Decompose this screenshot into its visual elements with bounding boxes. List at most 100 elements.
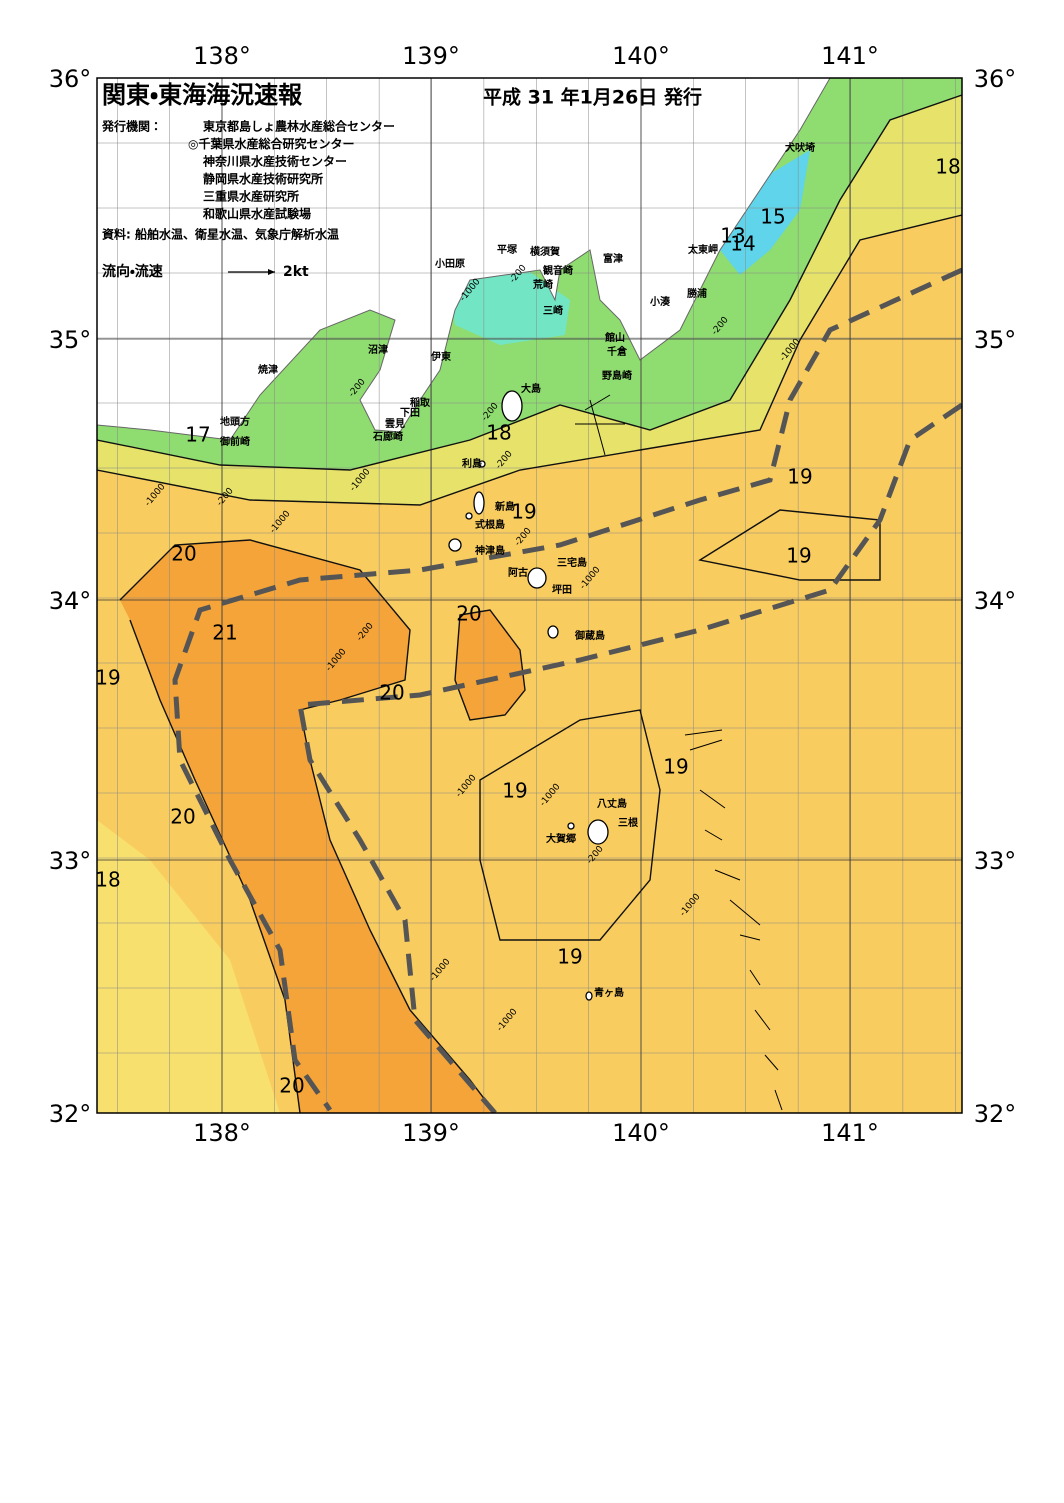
isotherm-label: 14 <box>730 232 755 256</box>
place-name: 太東岬 <box>687 243 718 256</box>
latitude-label: 32° <box>974 1100 1017 1128</box>
place-name: 稲取 <box>410 396 431 409</box>
latitude-label: 34° <box>974 587 1017 615</box>
isotherm-label: 19 <box>557 945 582 969</box>
current-vector <box>774 1089 783 1111</box>
place-name: 利島 <box>462 457 482 470</box>
agency: 静岡県水産技術研究所 <box>203 171 323 186</box>
sagami-cold <box>450 265 570 345</box>
place-name: 伊東 <box>430 350 451 363</box>
place-name: 石廊崎 <box>372 430 403 443</box>
place-name: 富津 <box>603 252 623 265</box>
current-vector <box>689 739 723 751</box>
isotherm-label: 15 <box>760 205 785 229</box>
islands <box>448 390 609 1001</box>
place-name: 八丈島 <box>597 797 627 810</box>
longitude-label: 140° <box>612 42 670 70</box>
place-name: 大賀郷 <box>546 832 576 845</box>
longitude-label: 139° <box>402 42 460 70</box>
place-name: 野島崎 <box>602 369 632 382</box>
kuroshio-axis <box>172 267 962 1113</box>
current-vector <box>739 934 761 941</box>
legend-label: 流向・流速 <box>102 263 163 280</box>
warm-eddy <box>455 610 525 720</box>
place-name: 横須賀 <box>530 245 560 258</box>
agency: 東京都島しょ農林水産総合センター <box>203 119 395 134</box>
cool-water <box>97 820 280 1113</box>
current-vector <box>749 969 761 986</box>
place-name: 地頭方 <box>220 415 250 428</box>
isotherm-label: 19 <box>511 500 536 524</box>
latitude-label: 35° <box>49 326 92 354</box>
isotherm-label: 20 <box>279 1074 304 1098</box>
place-name: 新島 <box>494 500 515 513</box>
isotherm-label: 20 <box>171 542 196 566</box>
place-name: 犬吠埼 <box>785 141 815 154</box>
place-name: 神津島 <box>474 544 505 557</box>
isotherm-label: 20 <box>379 681 404 705</box>
current-vector <box>704 829 723 841</box>
longitude-label: 138° <box>193 42 251 70</box>
legend-arrowhead <box>268 269 275 275</box>
map-frame <box>96 77 963 1114</box>
place-name: 大島 <box>521 382 541 395</box>
place-name: 雲見 <box>385 418 405 430</box>
isotherm-label: 13 <box>720 224 745 248</box>
isotherm-label: 17 <box>185 423 210 447</box>
place-name: 御前崎 <box>219 435 250 448</box>
place-name: 平塚 <box>497 243 518 256</box>
current-vector <box>584 394 611 411</box>
current-vector <box>684 729 723 736</box>
latitude-label: 34° <box>49 587 92 615</box>
place-name: 三根 <box>618 816 639 829</box>
current-vector <box>589 399 606 456</box>
longitude-label: 138° <box>193 1119 251 1147</box>
place-name: 観音崎 <box>543 264 573 277</box>
place-name: 小田原 <box>434 257 465 270</box>
latitude-label: 36° <box>974 65 1017 93</box>
warm-water <box>120 540 495 1113</box>
place-name: 式根島 <box>475 518 505 531</box>
map-body <box>97 78 962 1113</box>
longitude-label: 141° <box>821 42 879 70</box>
agencies-label: 発行機関： <box>101 119 162 134</box>
issue-date: 平成 31 年1月26日 発行 <box>483 86 702 109</box>
current-vector <box>754 1009 771 1031</box>
current-vector <box>729 899 761 926</box>
longitude-label: 140° <box>612 1119 670 1147</box>
place-name: 勝浦 <box>687 287 707 300</box>
agency: 和歌山県水産試験場 <box>202 206 311 221</box>
isotherm-label: 21 <box>212 621 237 645</box>
boso-cold <box>720 150 810 275</box>
place-name: 坪田 <box>552 583 572 596</box>
latitude-label: 32° <box>49 1100 92 1128</box>
place-name: 荒崎 <box>532 278 553 291</box>
longitude-label: 139° <box>402 1119 460 1147</box>
current-vector <box>714 869 741 881</box>
place-name: 館山 <box>604 331 625 344</box>
latitude-label: 35° <box>974 326 1017 354</box>
place-name: 小湊 <box>649 295 671 308</box>
place-name: 青ヶ島 <box>594 986 624 999</box>
map-title: 関東・東海海況速報 <box>102 81 303 109</box>
isotherm-label: 19 <box>787 465 812 489</box>
isotherm-label: 19 <box>502 779 527 803</box>
place-name: 焼津 <box>258 363 278 376</box>
agency: 三重県水産研究所 <box>203 189 299 204</box>
agency: 神奈川県水産技術センター <box>202 154 347 169</box>
place-name: 三宅島 <box>557 556 587 569</box>
legend-scale: 2kt <box>283 264 309 280</box>
current-vector <box>699 789 726 809</box>
latitude-label: 33° <box>49 847 92 875</box>
isotherm-label: 18 <box>935 155 960 179</box>
place-name: 御蔵島 <box>574 629 605 642</box>
isotherm-label: 18 <box>486 421 511 445</box>
current-vector <box>764 1054 779 1071</box>
isotherm-label: 19 <box>786 544 811 568</box>
place-name: 三崎 <box>543 304 563 317</box>
isotherm-label: 19 <box>95 666 120 690</box>
place-name: 沼津 <box>368 343 388 356</box>
data-source: 資料: 船舶水温、衛星水温、気象庁解析水温 <box>102 227 339 242</box>
isotherm-label: 18 <box>95 868 120 892</box>
